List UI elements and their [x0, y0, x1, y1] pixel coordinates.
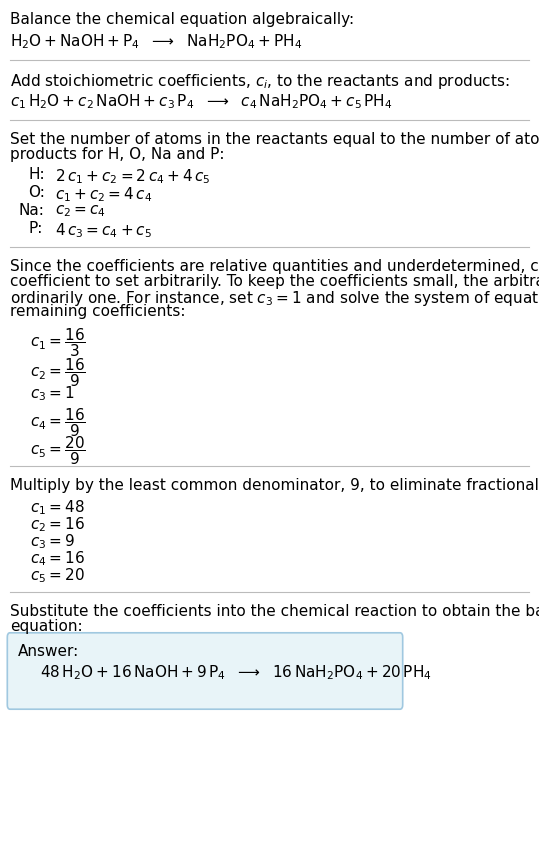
FancyBboxPatch shape [8, 633, 403, 709]
Text: $2\,c_1 + c_2 = 2\,c_4 + 4\,c_5$: $2\,c_1 + c_2 = 2\,c_4 + 4\,c_5$ [55, 167, 211, 186]
Text: products for H, O, Na and P:: products for H, O, Na and P: [10, 147, 225, 162]
Text: O:: O: [28, 185, 45, 200]
Text: $\mathrm{H_2O + NaOH + P_4}$  $\longrightarrow$  $\mathrm{NaH_2PO_4 + PH_4}$: $\mathrm{H_2O + NaOH + P_4}$ $\longright… [10, 32, 302, 51]
Text: $c_5 = \dfrac{20}{9}$: $c_5 = \dfrac{20}{9}$ [30, 434, 86, 466]
Text: $c_5 = 20$: $c_5 = 20$ [30, 566, 85, 584]
Text: Multiply by the least common denominator, 9, to eliminate fractional coefficient: Multiply by the least common denominator… [10, 478, 539, 493]
Text: $c_1 = \dfrac{16}{3}$: $c_1 = \dfrac{16}{3}$ [30, 326, 86, 359]
Text: $48\,\mathrm{H_2O} + 16\,\mathrm{NaOH} + 9\,\mathrm{P_4}$  $\longrightarrow$  $1: $48\,\mathrm{H_2O} + 16\,\mathrm{NaOH} +… [40, 663, 432, 682]
Text: Since the coefficients are relative quantities and underdetermined, choose a: Since the coefficients are relative quan… [10, 259, 539, 274]
Text: Substitute the coefficients into the chemical reaction to obtain the balanced: Substitute the coefficients into the che… [10, 604, 539, 619]
Text: $c_2 = 16$: $c_2 = 16$ [30, 515, 85, 534]
Text: $c_2 = c_4$: $c_2 = c_4$ [55, 203, 106, 219]
Text: $c_1 + c_2 = 4\,c_4$: $c_1 + c_2 = 4\,c_4$ [55, 185, 153, 204]
Text: $c_4 = \dfrac{16}{9}$: $c_4 = \dfrac{16}{9}$ [30, 406, 86, 439]
Text: $c_1\,\mathrm{H_2O} + c_2\,\mathrm{NaOH} + c_3\,\mathrm{P_4}$  $\longrightarrow$: $c_1\,\mathrm{H_2O} + c_2\,\mathrm{NaOH}… [10, 92, 393, 110]
Text: Set the number of atoms in the reactants equal to the number of atoms in the: Set the number of atoms in the reactants… [10, 132, 539, 147]
Text: equation:: equation: [10, 619, 82, 634]
Text: Answer:: Answer: [18, 644, 79, 659]
Text: H:: H: [28, 167, 45, 182]
Text: Balance the chemical equation algebraically:: Balance the chemical equation algebraica… [10, 12, 354, 27]
Text: $4\,c_3 = c_4 + c_5$: $4\,c_3 = c_4 + c_5$ [55, 221, 152, 240]
Text: Add stoichiometric coefficients, $c_i$, to the reactants and products:: Add stoichiometric coefficients, $c_i$, … [10, 72, 509, 91]
Text: remaining coefficients:: remaining coefficients: [10, 304, 185, 319]
Text: $c_4 = 16$: $c_4 = 16$ [30, 549, 85, 568]
Text: ordinarily one. For instance, set $c_3 = 1$ and solve the system of equations fo: ordinarily one. For instance, set $c_3 =… [10, 289, 539, 308]
Text: Na:: Na: [18, 203, 44, 218]
Text: $c_1 = 48$: $c_1 = 48$ [30, 498, 85, 517]
Text: $c_3 = 1$: $c_3 = 1$ [30, 384, 74, 402]
Text: coefficient to set arbitrarily. To keep the coefficients small, the arbitrary va: coefficient to set arbitrarily. To keep … [10, 274, 539, 289]
Text: P:: P: [28, 221, 43, 236]
Text: $c_3 = 9$: $c_3 = 9$ [30, 532, 75, 551]
Text: $c_2 = \dfrac{16}{9}$: $c_2 = \dfrac{16}{9}$ [30, 356, 86, 389]
